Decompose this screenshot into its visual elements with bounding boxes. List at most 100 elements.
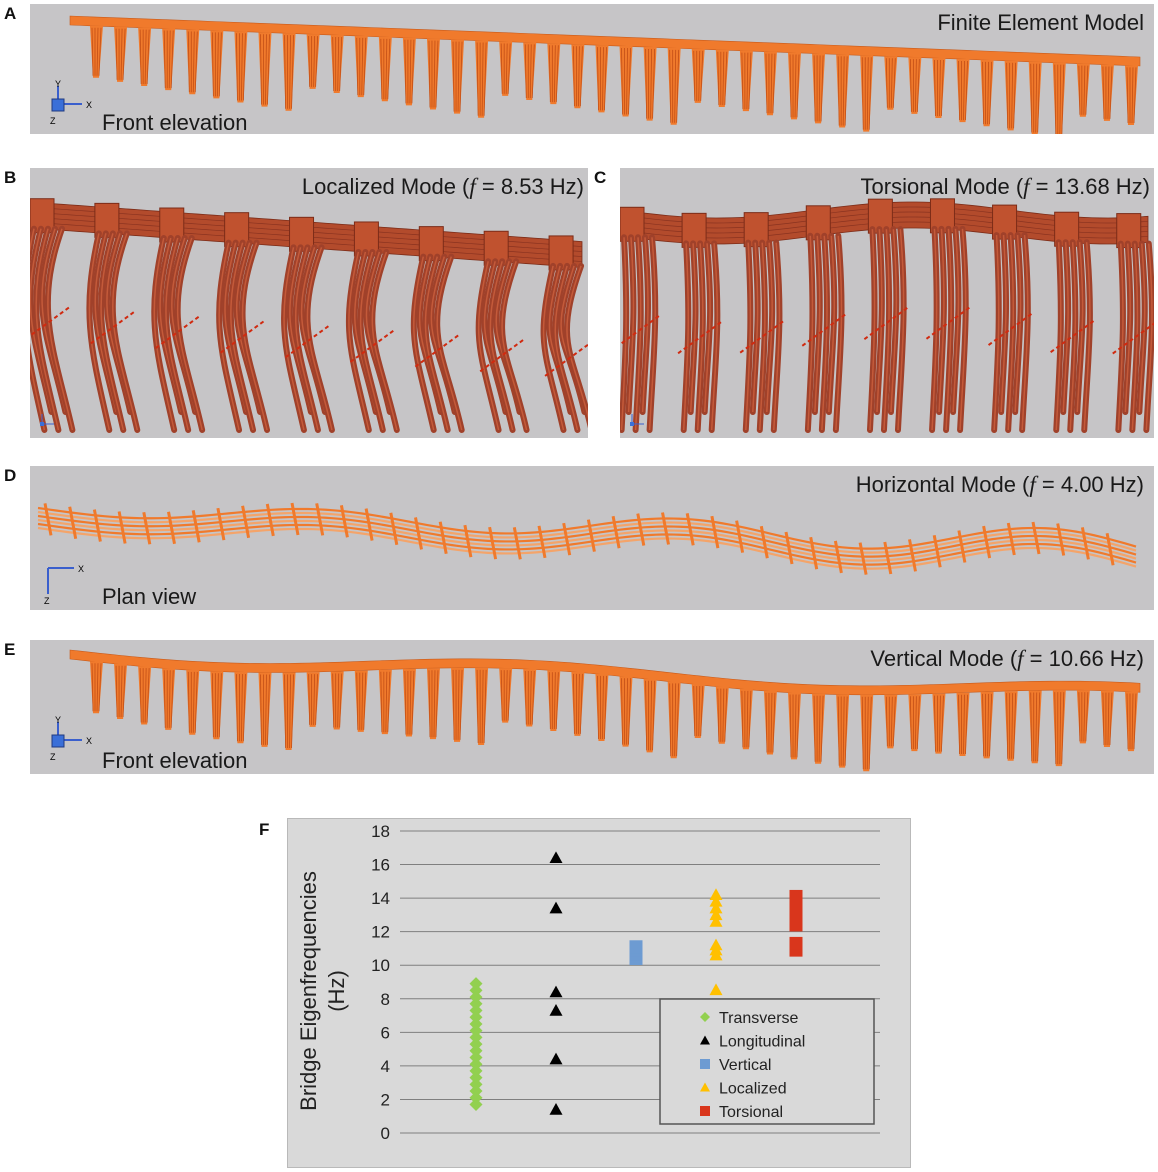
- pier-plan: [759, 525, 769, 559]
- pier: [162, 28, 176, 91]
- pier: [595, 45, 609, 113]
- pier-leg: [363, 672, 367, 730]
- data-point: [700, 1012, 710, 1022]
- pier: [306, 34, 320, 89]
- pier-leg: [91, 27, 94, 76]
- pier-plan: [463, 524, 473, 558]
- pier-leg-highlight: [773, 242, 781, 431]
- pier: [1050, 211, 1096, 433]
- pier-leg-highlight: [890, 229, 898, 413]
- pier-leg: [1006, 62, 1009, 129]
- pier-leg-highlight: [869, 229, 876, 431]
- panel-label-a: A: [4, 4, 17, 23]
- pier-leg: [868, 57, 872, 130]
- legend-box: [659, 998, 875, 1125]
- pier-leg: [1083, 692, 1086, 742]
- pier: [475, 667, 489, 746]
- pier-leg: [722, 51, 725, 105]
- svg-text:Y: Y: [55, 716, 61, 725]
- pier-leg-highlight: [176, 237, 203, 431]
- pier-leg: [989, 693, 992, 757]
- pier-plan: [488, 526, 498, 560]
- pier-leg-highlight: [1055, 242, 1062, 431]
- data-point: [549, 851, 563, 864]
- pier-plan: [92, 509, 102, 542]
- pier: [763, 51, 777, 116]
- pier: [410, 226, 465, 433]
- pier-leg: [722, 688, 725, 742]
- data-point: [469, 977, 483, 991]
- pier-leg-highlight: [218, 242, 240, 431]
- pier-leg: [989, 61, 992, 125]
- pier: [1076, 63, 1090, 117]
- pier-leg: [531, 44, 535, 98]
- pier-plan: [685, 513, 695, 546]
- data-point: [709, 983, 723, 996]
- pier-leg: [361, 672, 364, 730]
- pier: [667, 681, 681, 759]
- pier-leg: [885, 58, 888, 108]
- pier-leg: [693, 686, 696, 737]
- pier-plan: [982, 525, 992, 559]
- pier-leg: [457, 669, 460, 740]
- pier-leg: [885, 696, 888, 747]
- pier-leg: [1107, 66, 1110, 119]
- pier-leg: [789, 54, 792, 118]
- pier: [523, 668, 537, 727]
- pier-leg: [1131, 693, 1134, 750]
- pier: [1028, 61, 1042, 134]
- pier: [216, 212, 271, 433]
- pier-leg: [770, 692, 773, 753]
- pier-leg: [505, 43, 508, 94]
- pier: [354, 670, 368, 732]
- pier: [571, 671, 585, 736]
- pier: [282, 672, 296, 751]
- pier-leg: [356, 672, 359, 730]
- pier-plan: [167, 511, 176, 545]
- pier-leg-highlight: [371, 251, 398, 431]
- pier-leg: [577, 673, 580, 734]
- pier: [1004, 60, 1018, 131]
- pier: [980, 59, 994, 127]
- localized-mode-model: [30, 198, 588, 433]
- pier: [258, 32, 272, 107]
- pier-leg: [385, 38, 388, 100]
- pier-leg: [987, 693, 989, 757]
- pier-leg: [433, 40, 436, 108]
- pier-leg: [218, 673, 222, 738]
- pier-leg: [241, 33, 243, 101]
- pier: [643, 678, 657, 753]
- pier: [451, 667, 465, 742]
- pier-leg: [1107, 692, 1110, 746]
- pier-leg: [435, 670, 439, 738]
- pier-leg-highlight: [47, 228, 74, 431]
- pier: [860, 55, 874, 132]
- pier: [691, 48, 705, 103]
- pier-leg: [674, 683, 677, 757]
- pier-leg: [1030, 692, 1033, 762]
- pier-leg: [236, 674, 238, 742]
- data-point: [709, 894, 723, 907]
- pier-leg: [890, 696, 893, 747]
- pier-leg: [553, 672, 556, 729]
- pier-plan: [142, 511, 152, 545]
- pier-leg: [241, 674, 243, 742]
- pier-leg: [433, 670, 436, 738]
- panel-b-localized-mode: Localized Mode (f = 8.53 Hz): [30, 168, 588, 438]
- pier-leg: [548, 45, 551, 103]
- pier-leg: [216, 32, 219, 97]
- pier: [987, 204, 1034, 433]
- bridge-deck: [69, 15, 1141, 67]
- pier-leg: [789, 694, 792, 758]
- data-point: [700, 1106, 710, 1116]
- pier-leg: [452, 669, 455, 740]
- pier-leg: [1059, 64, 1062, 134]
- pier: [836, 54, 850, 128]
- pier: [788, 52, 802, 120]
- pier: [86, 202, 141, 433]
- pier-leg: [459, 669, 463, 740]
- pier-leg-highlight: [1145, 243, 1153, 431]
- pier-leg: [168, 670, 171, 728]
- pier: [499, 41, 513, 96]
- eigenfrequency-chart: 0 2 4 6 8 10 12 14 16 18 Bridge Eigenfrequencies (H…: [287, 818, 911, 1168]
